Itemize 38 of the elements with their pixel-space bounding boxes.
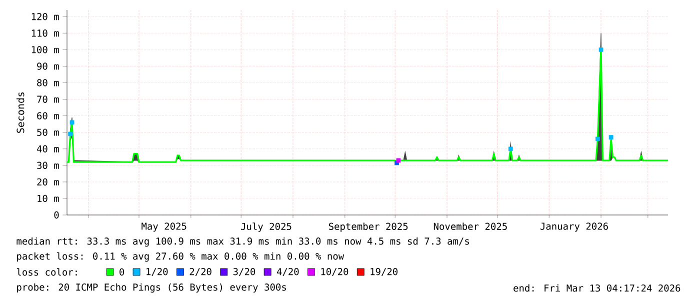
- y-tick-label: 0: [54, 211, 59, 219]
- point: [396, 158, 401, 163]
- point: [608, 135, 614, 140]
- legend-label: 1/20: [146, 268, 168, 276]
- point: [595, 136, 600, 142]
- y-tick-label: 70 m: [37, 96, 59, 103]
- y-tick-label: 30 m: [37, 162, 59, 169]
- y-tick-label: 90 m: [37, 62, 59, 70]
- y-tick-label: 100 m: [32, 46, 59, 54]
- y-axis-title: Seconds: [16, 92, 24, 133]
- text: probe: 20 ICMP Echo Pings (56 Bytes) every 300s: [17, 283, 286, 293]
- y-tick-label: 10 m: [38, 194, 59, 202]
- text: end: Fri Mar 13 04:17:24 2026: [514, 284, 680, 292]
- x-tick-label: May 2025: [142, 222, 186, 232]
- y-tick-label: 110 m: [32, 30, 59, 37]
- y-tick-label: 60 m: [37, 112, 59, 120]
- point: [508, 146, 513, 152]
- x-tick-label: September 2025: [328, 222, 408, 232]
- legend-label: 10/20: [321, 268, 348, 276]
- legend-title: loss color:: [16, 268, 77, 276]
- legend-label: 4/20: [276, 268, 299, 276]
- text: median rtt: 33.3 ms avg 100.9 ms max 31.9 ms min 33.0 ms now 4.5 ms sd 7.3 am/s: [16, 237, 469, 247]
- x-tick-label: November 2025: [434, 222, 507, 230]
- point: [68, 132, 73, 136]
- y-tick-label: 80 m: [37, 79, 59, 86]
- legend-label: 3/20: [233, 268, 256, 276]
- text: packet loss: 0.11 % avg 27.60 % max 0.00 % min 0.00 % now: [17, 252, 344, 262]
- y-tick-label: 120 m: [32, 13, 59, 20]
- y-tick-label: 40 m: [36, 145, 59, 152]
- legend-label: 2/20: [190, 268, 212, 276]
- y-tick-label: 50 m: [37, 128, 59, 136]
- point: [598, 47, 604, 52]
- y-tick-label: 20 m: [37, 178, 59, 186]
- point: [70, 120, 74, 125]
- x-tick-label: January 2026: [540, 222, 608, 232]
- x-tick-label: July 2025: [240, 222, 292, 232]
- legend-label: 19/20: [370, 268, 398, 276]
- legend-label: 0: [120, 268, 124, 276]
